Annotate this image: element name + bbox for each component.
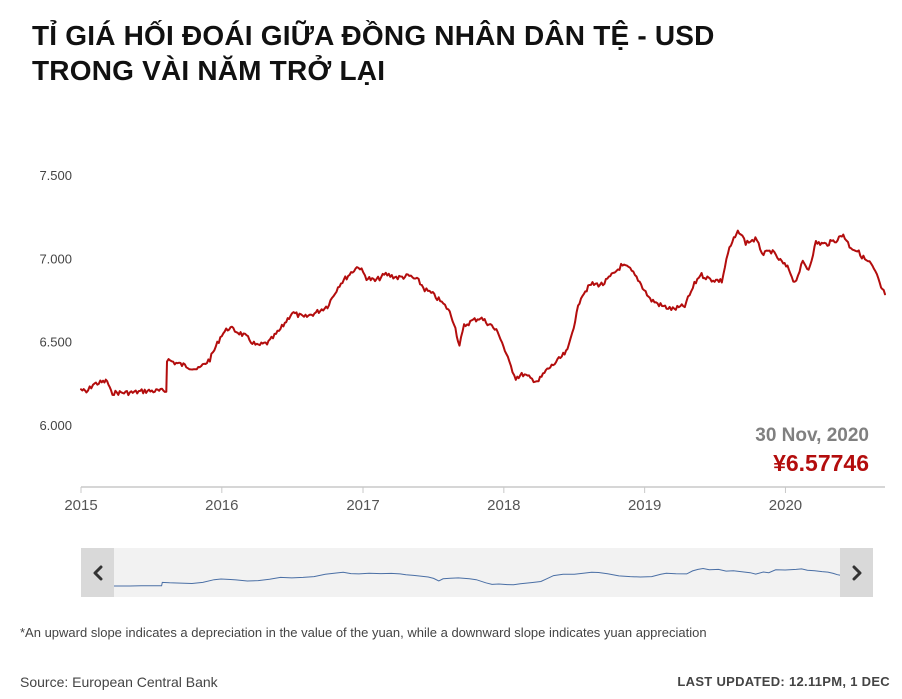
- y-tick-label: 6.500: [39, 335, 72, 350]
- y-tick-label: 7.500: [39, 168, 72, 183]
- x-tick-label: 2016: [205, 497, 238, 514]
- chevron-right-icon: [852, 565, 861, 580]
- readout-date: 30 Nov, 2020: [755, 425, 869, 446]
- last-updated: LAST UPDATED: 12.11PM, 1 DEC: [677, 674, 890, 689]
- y-tick-label: 7.000: [39, 251, 72, 266]
- source-note: Source: European Central Bank: [20, 674, 218, 690]
- x-tick-label: 2019: [628, 497, 661, 514]
- x-tick-label: 2015: [64, 497, 97, 514]
- x-tick-label: 2020: [769, 497, 802, 514]
- range-navigator[interactable]: [81, 548, 873, 597]
- navigator-line: [81, 567, 842, 587]
- latest-value-readout: 30 Nov, 2020 ¥6.57746: [755, 424, 869, 478]
- y-tick-label: 6.000: [39, 418, 72, 433]
- footnote: *An upward slope indicates a depreciatio…: [20, 625, 707, 640]
- chart-title-line-2: TRONG VÀI NĂM TRỞ LẠI: [32, 55, 386, 86]
- series-line: [80, 229, 886, 397]
- x-tick-label: 2017: [346, 497, 379, 514]
- navigator-scroll-left-button[interactable]: [81, 548, 114, 597]
- chart-title-line-1: TỈ GIÁ HỐI ĐOÁI GIỮA ĐỒNG NHÂN DÂN TỆ - …: [32, 20, 715, 51]
- navigator-scroll-right-button[interactable]: [840, 548, 873, 597]
- exchange-rate-chart: 6.000 6.500 7.000 7.500 2015 2016 2017 2018 2019…: [39, 168, 886, 514]
- navigator-series: [81, 567, 842, 587]
- readout-value: ¥6.57746: [773, 450, 869, 476]
- x-tick-label: 2018: [487, 497, 520, 514]
- chevron-left-icon: [93, 565, 102, 580]
- chart-title: TỈ GIÁ HỐI ĐOÁI GIỮA ĐỒNG NHÂN DÂN TỆ - …: [32, 18, 872, 88]
